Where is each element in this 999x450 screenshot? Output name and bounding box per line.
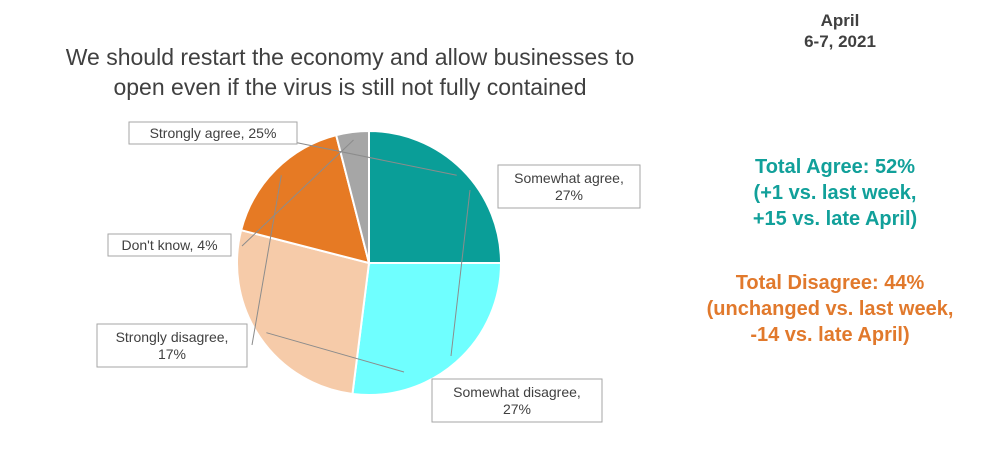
pie-slice-strongly-disagree bbox=[239, 133, 371, 265]
survey-date-days: 6-7, 2021 bbox=[804, 32, 876, 51]
label-leader-line-somewhat-agree bbox=[450, 189, 471, 357]
chart-title-line-2: open even if the virus is still not full… bbox=[113, 74, 587, 100]
total-agree-value: Total Agree: 52% bbox=[754, 156, 916, 178]
label-leader-line-somewhat-disagree bbox=[266, 332, 405, 373]
total-disagree-callout: Total Disagree: 44% (unchanged vs. last … bbox=[670, 270, 990, 348]
pie-slice-don-t-know bbox=[334, 129, 370, 264]
data-label-somewhat-agree-line-2: 27% bbox=[555, 187, 583, 203]
total-disagree-value: Total Disagree: 44% bbox=[735, 272, 925, 294]
total-disagree-april-change: -14 vs. late April) bbox=[750, 324, 910, 346]
chart-title-line-1: We should restart the economy and allow … bbox=[65, 44, 635, 70]
pie-slice-somewhat-agree bbox=[351, 262, 503, 396]
chart-title: We should restart the economy and allow … bbox=[20, 42, 680, 102]
data-label-box-strongly-agree bbox=[128, 121, 298, 145]
total-agree-april-change: +15 vs. late April) bbox=[752, 208, 918, 230]
total-agree-callout: Total Agree: 52% (+1 vs. last week, +15 … bbox=[690, 154, 980, 232]
label-leader-line-strongly-agree bbox=[268, 136, 457, 176]
data-label-strongly-disagree-line-1: Strongly disagree, bbox=[116, 329, 229, 345]
data-label-box-don-t-know bbox=[107, 233, 232, 257]
label-leader-line-don-t-know bbox=[241, 139, 354, 247]
data-label-don-t-know-line-1: Don't know, 4% bbox=[121, 237, 217, 253]
survey-date: April 6-7, 2021 bbox=[780, 10, 900, 52]
pie-slice-strongly-agree bbox=[368, 129, 503, 264]
total-disagree-week-change: (unchanged vs. last week, bbox=[706, 298, 954, 320]
data-label-somewhat-disagree-line-1: Somewhat disagree, bbox=[453, 384, 581, 400]
data-label-somewhat-agree-line-1: Somewhat agree, bbox=[514, 170, 624, 186]
total-agree-week-change: (+1 vs. last week, bbox=[753, 182, 917, 204]
data-label-box-strongly-disagree bbox=[96, 323, 248, 368]
data-label-box-somewhat-agree bbox=[497, 164, 641, 209]
data-label-somewhat-disagree-line-2: 27% bbox=[503, 401, 531, 417]
label-leader-line-strongly-disagree bbox=[251, 175, 282, 346]
survey-date-month: April bbox=[820, 11, 860, 30]
data-label-box-somewhat-disagree bbox=[431, 378, 603, 423]
data-label-strongly-disagree-line-2: 17% bbox=[158, 346, 186, 362]
data-label-strongly-agree-line-1: Strongly agree, 25% bbox=[150, 125, 277, 141]
